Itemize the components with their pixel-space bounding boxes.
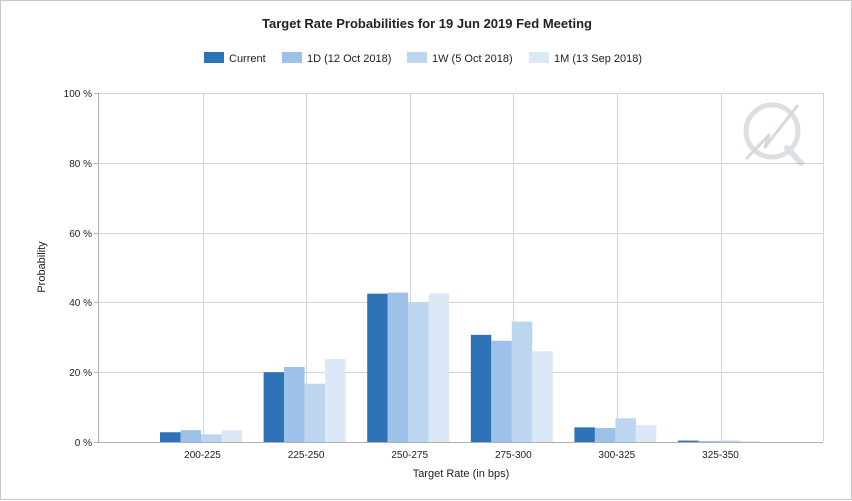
bar <box>180 430 201 442</box>
legend-item[interactable]: Current <box>204 52 266 65</box>
bar <box>367 293 388 442</box>
bar <box>428 293 450 442</box>
bar <box>491 340 512 442</box>
bar <box>284 366 305 442</box>
legend-label: Current <box>229 53 266 65</box>
bar <box>263 372 285 442</box>
bar <box>615 418 636 442</box>
bar <box>719 440 740 442</box>
y-tick-label: 20 % <box>69 368 92 379</box>
legend-swatch <box>204 52 224 63</box>
x-axis-title: Target Rate (in bps) <box>413 468 510 480</box>
legend-item[interactable]: 1W (5 Oct 2018) <box>407 52 513 65</box>
legend-item[interactable]: 1M (13 Sep 2018) <box>529 52 642 65</box>
bar <box>594 428 616 442</box>
gridlines <box>98 93 824 443</box>
chart-title: Target Rate Probabilities for 19 Jun 201… <box>262 16 592 31</box>
y-axis-title: Probability <box>36 241 48 293</box>
bar <box>532 351 553 442</box>
legend-swatch <box>529 52 549 63</box>
bar <box>221 430 242 442</box>
bars <box>160 292 760 442</box>
bar <box>387 292 409 442</box>
legend: Current 1D (12 Oct 2018) 1W (5 Oct 2018) 1M… <box>204 52 642 65</box>
bar <box>408 302 429 442</box>
q-lightning-logo-icon <box>743 102 804 166</box>
x-tick-label: 325-350 <box>702 450 739 461</box>
bar <box>574 427 595 442</box>
legend-label: 1W (5 Oct 2018) <box>432 53 513 65</box>
y-tick-label: 60 % <box>69 229 92 240</box>
legend-label: 1M (13 Sep 2018) <box>554 53 642 65</box>
legend-swatch <box>282 52 302 63</box>
bar <box>470 334 492 442</box>
x-tick-label: 250-275 <box>391 450 428 461</box>
bar <box>304 383 326 442</box>
x-tick-label: 300-325 <box>599 450 636 461</box>
y-tick-label: 40 % <box>69 298 92 309</box>
bar <box>635 425 657 442</box>
legend-label: 1D (12 Oct 2018) <box>307 53 391 65</box>
bar <box>325 358 346 442</box>
bar <box>160 432 181 442</box>
y-tick-label: 100 % <box>64 89 92 100</box>
plot-background <box>98 93 823 442</box>
bar <box>739 440 760 442</box>
axes: 0 % 20 % 40 % 60 % 80 % 100 % 200-225 225-250 25… <box>64 89 823 461</box>
y-tick-label: 0 % <box>75 438 92 449</box>
legend-swatch <box>407 52 427 63</box>
bar <box>201 434 222 442</box>
bar <box>678 440 699 442</box>
bar <box>698 440 719 442</box>
y-tick-label: 80 % <box>69 159 92 170</box>
plot-area <box>98 93 823 442</box>
x-tick-label: 275-300 <box>495 450 532 461</box>
bar <box>511 321 533 442</box>
x-tick-label: 200-225 <box>184 450 221 461</box>
x-tick-label: 225-250 <box>288 450 325 461</box>
legend-item[interactable]: 1D (12 Oct 2018) <box>282 52 391 65</box>
